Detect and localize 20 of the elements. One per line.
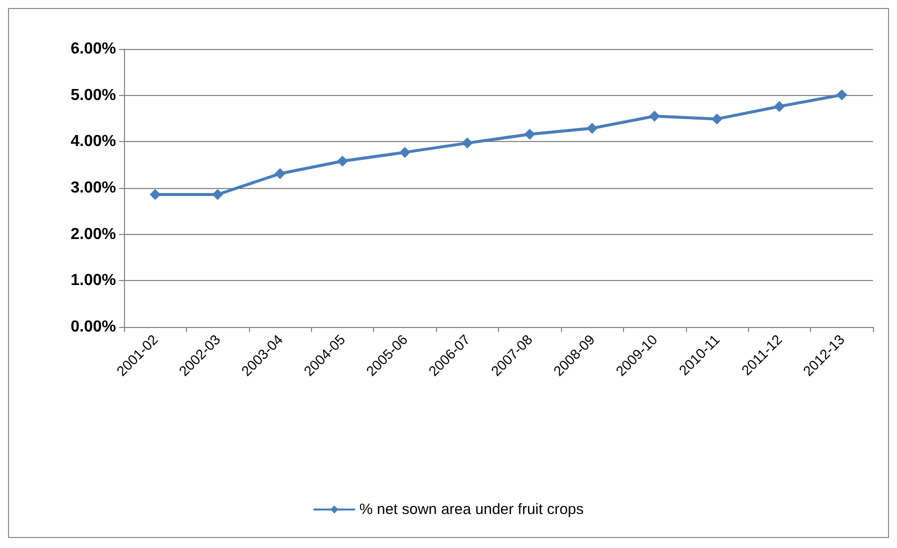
legend-label: % net sown area under fruit crops [359, 501, 584, 518]
point [274, 168, 286, 180]
point [462, 138, 473, 149]
point [586, 122, 598, 134]
point [336, 156, 348, 167]
point [836, 89, 848, 100]
y-tick-label: 6.00% [70, 40, 116, 58]
point [711, 113, 722, 124]
point [212, 188, 224, 200]
y-tick-label: 1.00% [70, 272, 116, 290]
point [649, 110, 660, 122]
point [150, 188, 161, 200]
point [524, 128, 536, 140]
point [774, 100, 785, 112]
y-tick-label: 3.00% [70, 180, 116, 196]
y-tick-label: 4.00% [70, 133, 116, 150]
y-tick-label: 0.00% [70, 318, 116, 336]
y-tick-label: 5.00% [70, 86, 116, 104]
point [399, 146, 410, 158]
y-tick-label: 2.00% [70, 226, 116, 243]
